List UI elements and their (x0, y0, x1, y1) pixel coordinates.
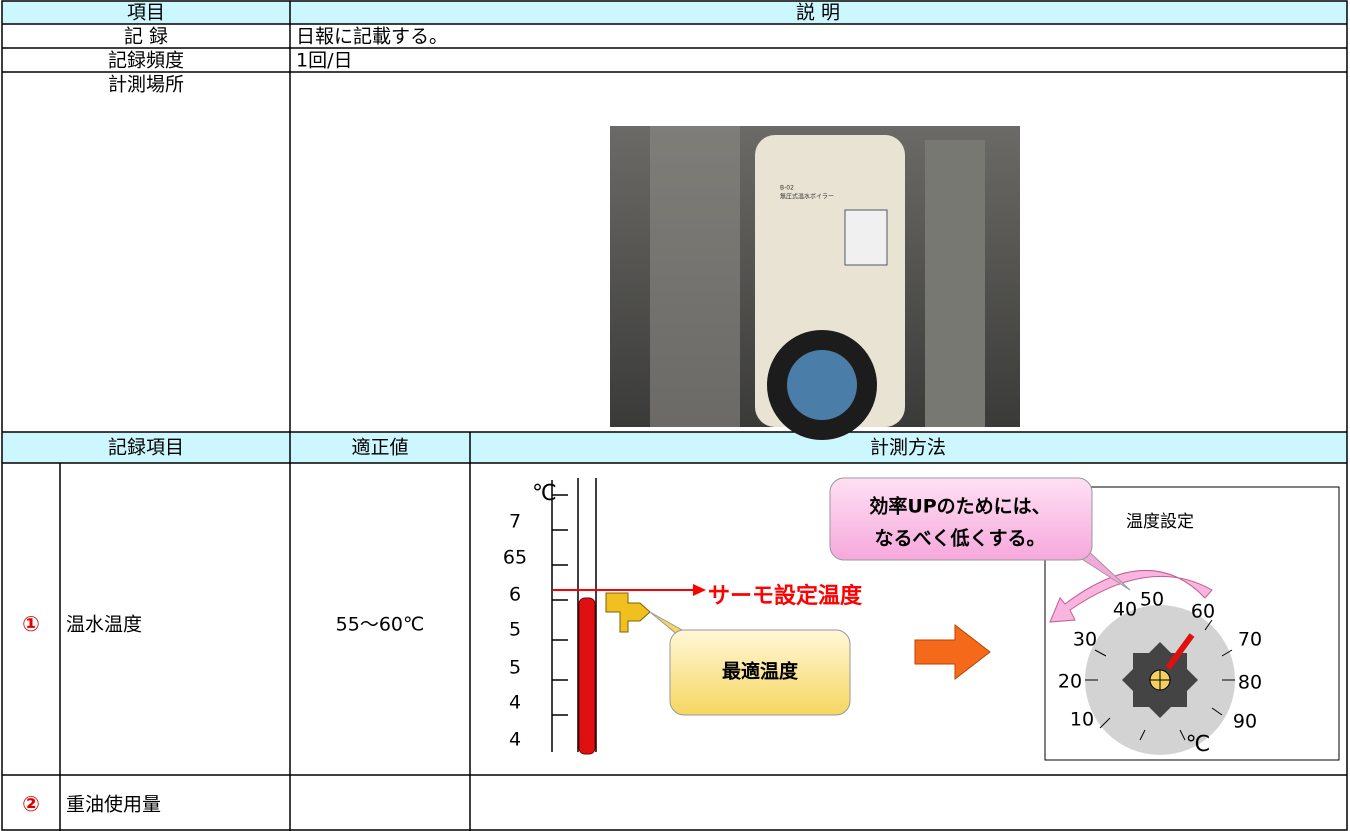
dial-label: 30 (1073, 629, 1097, 651)
dial-title: 温度設定 (1126, 512, 1194, 532)
row-value: 1回/日 (296, 50, 353, 72)
item-value: 55～60℃ (336, 614, 425, 636)
optimal-label: 最適温度 (722, 660, 799, 683)
dial-label: 80 (1238, 672, 1262, 694)
orange-arrow (914, 623, 991, 681)
scale-label: 7 (509, 511, 521, 533)
dial-label: 10 (1070, 709, 1094, 731)
dial-unit: ℃ (1186, 732, 1211, 757)
thermometer (551, 478, 597, 752)
unit: ℃ (532, 481, 557, 506)
dial-label: 90 (1233, 711, 1257, 733)
dial-label: 60 (1191, 601, 1215, 623)
item-name: 重油使用量 (66, 794, 161, 816)
scale-label: 6 (509, 584, 521, 606)
header-item: 項目 (127, 2, 165, 24)
subheader: 記録項目 (108, 437, 184, 459)
item-number: ① (22, 612, 40, 636)
optimal-box (669, 629, 851, 716)
needle (1165, 633, 1195, 670)
row-label: 記録頻度 (108, 50, 184, 72)
mercury (578, 597, 596, 755)
dial-label: 40 (1113, 599, 1137, 621)
callout-text: 効率UPのためには、 (869, 495, 1050, 518)
marker (605, 592, 651, 633)
pink-arrow (1049, 570, 1213, 623)
subheader: 適正値 (351, 437, 408, 459)
scale-label: 65 (503, 547, 527, 569)
header-bg (2, 1, 1347, 24)
item-name: 温水温度 (66, 614, 142, 636)
dial-label: 50 (1140, 589, 1164, 611)
dial-label: 20 (1058, 671, 1082, 693)
callout-box (829, 477, 1093, 561)
scale-label: 4 (509, 692, 521, 714)
scale-label: 5 (509, 619, 521, 641)
subheader-bg (2, 432, 1347, 463)
thermo-label: サーモ設定温度 (708, 583, 863, 609)
row-label: 計測場所 (108, 74, 184, 96)
scale-label: 4 (509, 729, 521, 751)
photo-caption: 無圧式温水ボイラー (780, 193, 834, 201)
subheader: 計測方法 (870, 437, 946, 459)
callout-text: なるべく低くする。 (874, 527, 1045, 550)
boiler-photo: B-02 無圧式温水ボイラー (610, 126, 1020, 440)
scale-label: 5 (509, 657, 521, 679)
header-description: 説 明 (796, 2, 840, 24)
dial-label: 70 (1238, 629, 1262, 651)
row-value: 日報に記載する。 (296, 26, 448, 48)
item-number: ② (22, 792, 40, 816)
photo-code: B-02 (780, 185, 794, 192)
dial-ticks (1085, 619, 1235, 741)
knob-cross (1150, 670, 1170, 690)
row-label: 記 録 (124, 26, 168, 48)
arrow-head (693, 584, 706, 596)
